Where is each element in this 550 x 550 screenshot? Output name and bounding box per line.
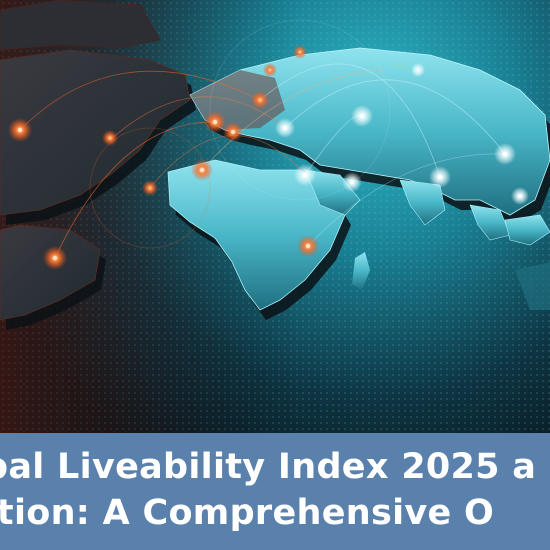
eurasia-landmass — [189, 47, 550, 216]
madagascar-landmass — [352, 252, 370, 290]
africa-landmass — [167, 159, 346, 311]
headline-line-1: bal Liveability Index 2025 a — [0, 447, 537, 487]
americas-landmass — [0, 0, 191, 321]
title-banner: bal Liveability Index 2025 a ation: A Co… — [0, 433, 550, 550]
headline-line-2: ation: A Comprehensive O — [0, 493, 495, 533]
